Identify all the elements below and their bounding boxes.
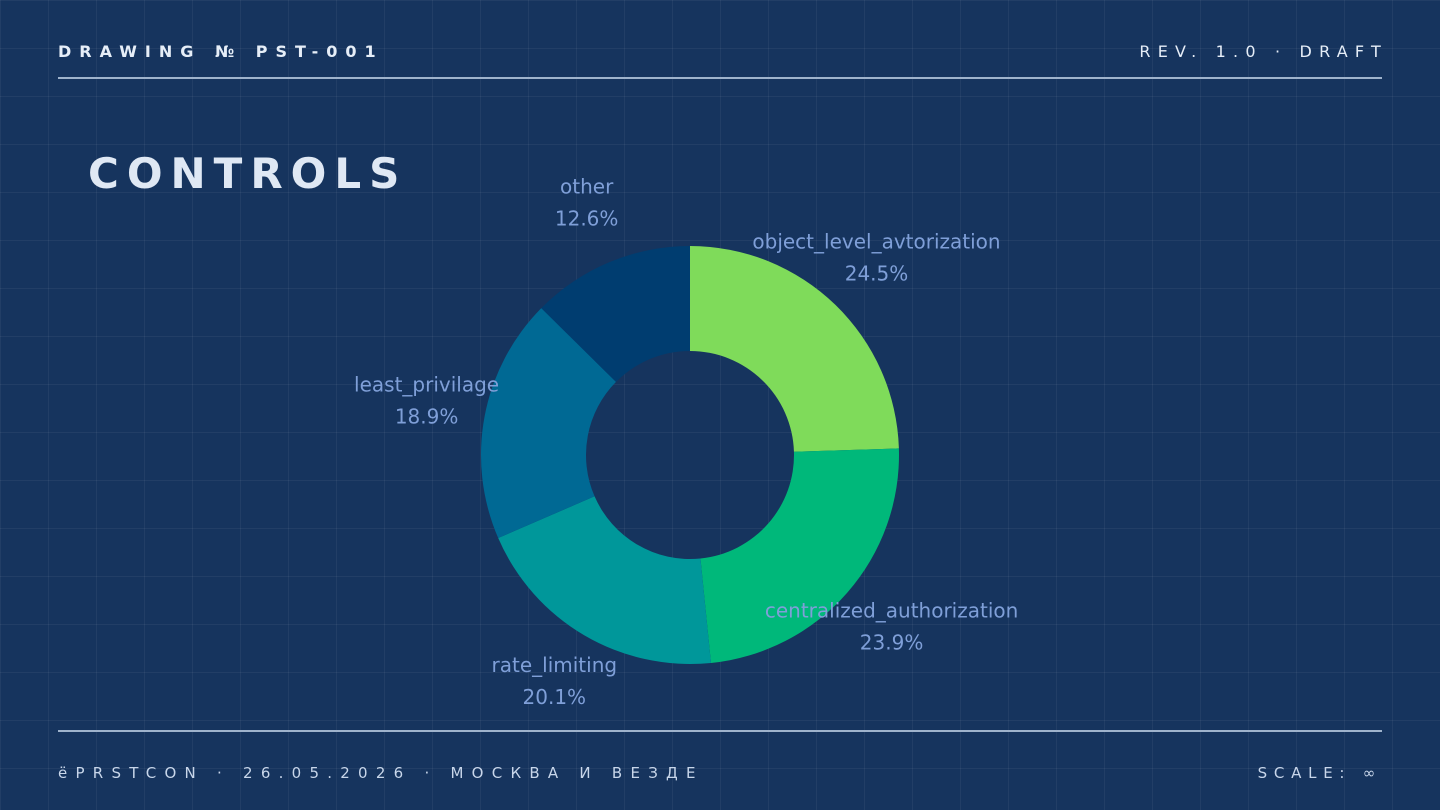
drawing-number: DRAWING № PST-001	[58, 42, 384, 61]
revision: REV. 1.0 · DRAFT	[1139, 42, 1388, 61]
value-label: 18.9%	[395, 405, 459, 429]
value-label: 12.6%	[555, 207, 619, 231]
slice-label: object_level_avtorization	[752, 230, 1000, 254]
footer-right: SCALE: ∞	[1257, 764, 1382, 782]
footer-left: ёPRSTCON · 26.05.2026 · МОСКВА И ВЕЗДЕ	[58, 764, 704, 782]
slice-label: rate_limiting	[492, 653, 618, 677]
slice	[541, 246, 690, 382]
slice	[480, 308, 617, 539]
slice	[700, 448, 899, 663]
slice-label: centralized_authorization	[765, 599, 1018, 623]
value-label: 24.5%	[845, 262, 909, 286]
slice	[498, 496, 711, 664]
bottom-rule	[58, 730, 1382, 732]
slice	[690, 246, 899, 452]
top-rule	[58, 77, 1382, 79]
chart-title: CONTROLS	[88, 149, 407, 198]
value-label: 23.9%	[860, 631, 924, 655]
slice-label: least_privilage	[354, 373, 499, 397]
value-label: 20.1%	[523, 685, 587, 709]
slice-label: other	[560, 175, 614, 199]
